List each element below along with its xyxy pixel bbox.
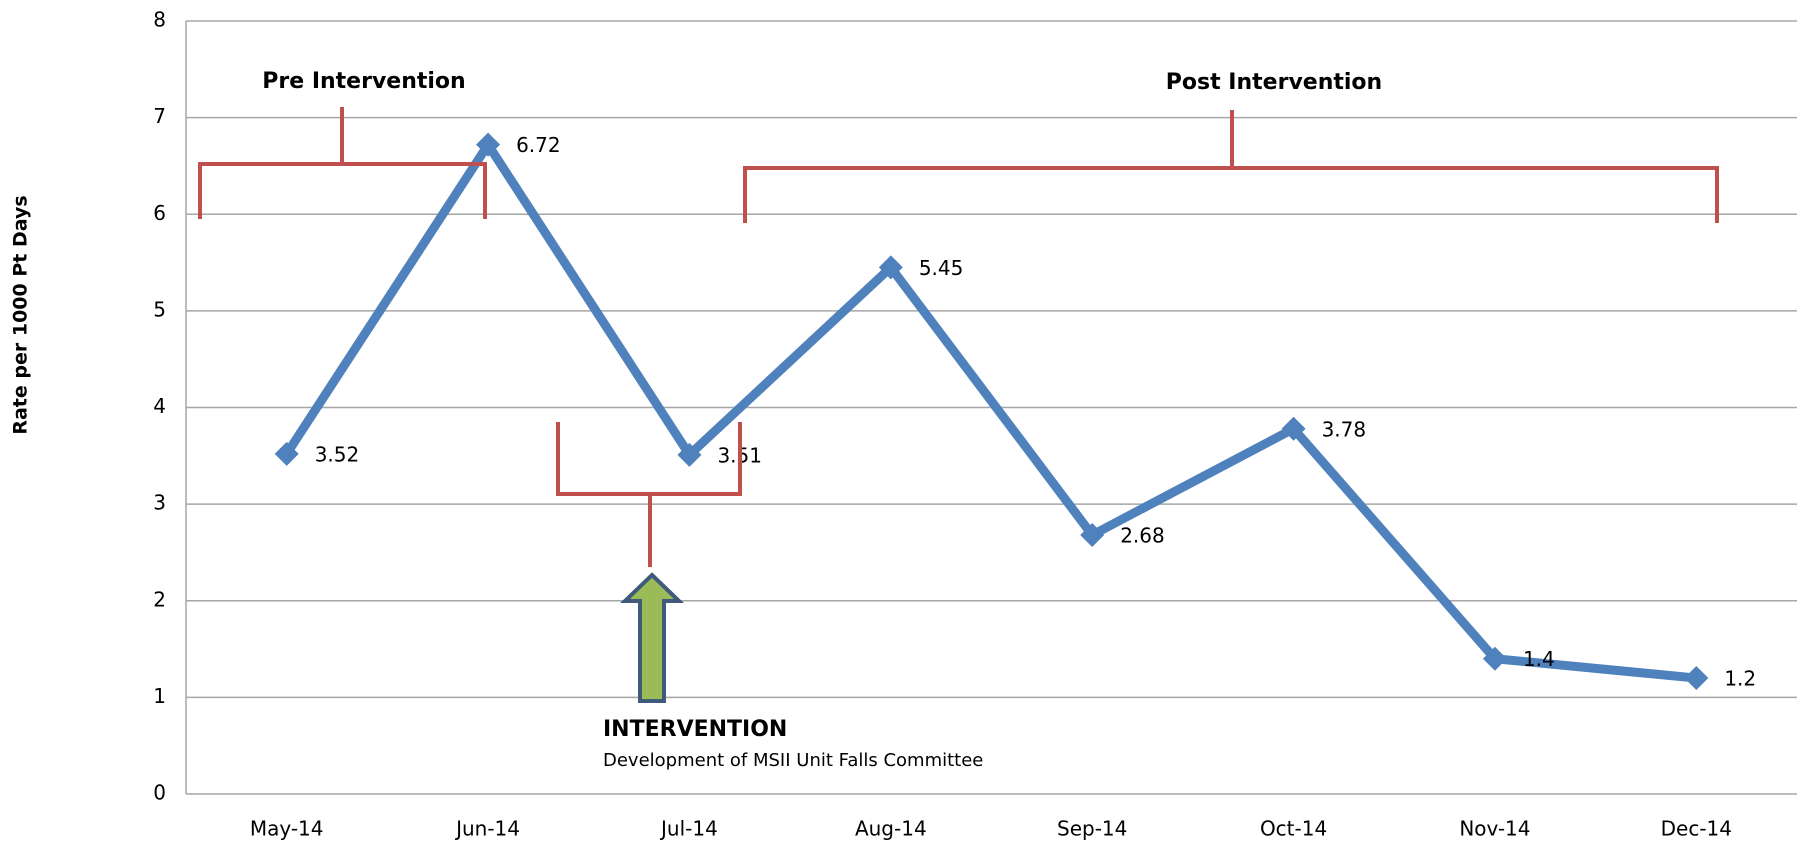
data-label: 2.68 [1120,524,1165,548]
intervention-arrow [620,572,684,703]
data-label: 6.72 [516,133,561,157]
data-label: 1.4 [1523,647,1555,671]
x-tick-label: Nov-14 [1459,817,1530,841]
line [282,140,1697,683]
y-tick-label: 0 [153,781,166,805]
y-tick-label: 3 [153,491,166,515]
marker [677,442,702,467]
pre-label: Pre Intervention [262,69,465,94]
intervention-bracket [556,422,742,567]
x-tick-label: Sep-14 [1057,817,1127,841]
x-tick-label: Jul-14 [659,817,718,841]
marker [274,441,299,466]
data-label: 3.52 [315,442,360,466]
marker [1281,416,1306,441]
x-tick-label: May-14 [250,817,324,841]
x-tick-label: Jun-14 [454,817,520,841]
intervention-label: INTERVENTION [603,717,787,742]
intervention-detail: Development of MSII Unit Falls Committee [603,750,983,771]
marker [878,255,903,280]
post-label: Post Intervention [1166,70,1382,95]
post-bracket [743,110,1719,223]
x-tick-label: Dec-14 [1661,817,1732,841]
y-tick-label: 1 [153,684,166,708]
marker [1080,523,1105,548]
data-label: 1.2 [1724,667,1756,691]
y-tick-label: 2 [153,587,166,611]
y-tick-label: 6 [153,201,166,225]
y-axis-label: Rate per 1000 Pt Days [10,195,32,434]
marker [1684,666,1709,691]
y-tick-label: 7 [153,104,166,128]
y-tick-label: 5 [153,297,166,321]
marker [1482,646,1507,671]
plot: 0 1 2 3 4 5 6 7 8 May-14 Jun-14 Jul-14 Aug-14 Sep-14 O… [153,8,1797,841]
y-tick-label: 4 [153,394,166,418]
x-tick-label: Oct-14 [1260,817,1327,841]
data-label: 3.78 [1322,417,1367,441]
marker [476,132,501,157]
data-label: 5.45 [919,256,964,280]
x-tick-label: Aug-14 [855,817,927,841]
pre-bracket [198,107,487,219]
y-tick-label: 8 [153,8,166,32]
